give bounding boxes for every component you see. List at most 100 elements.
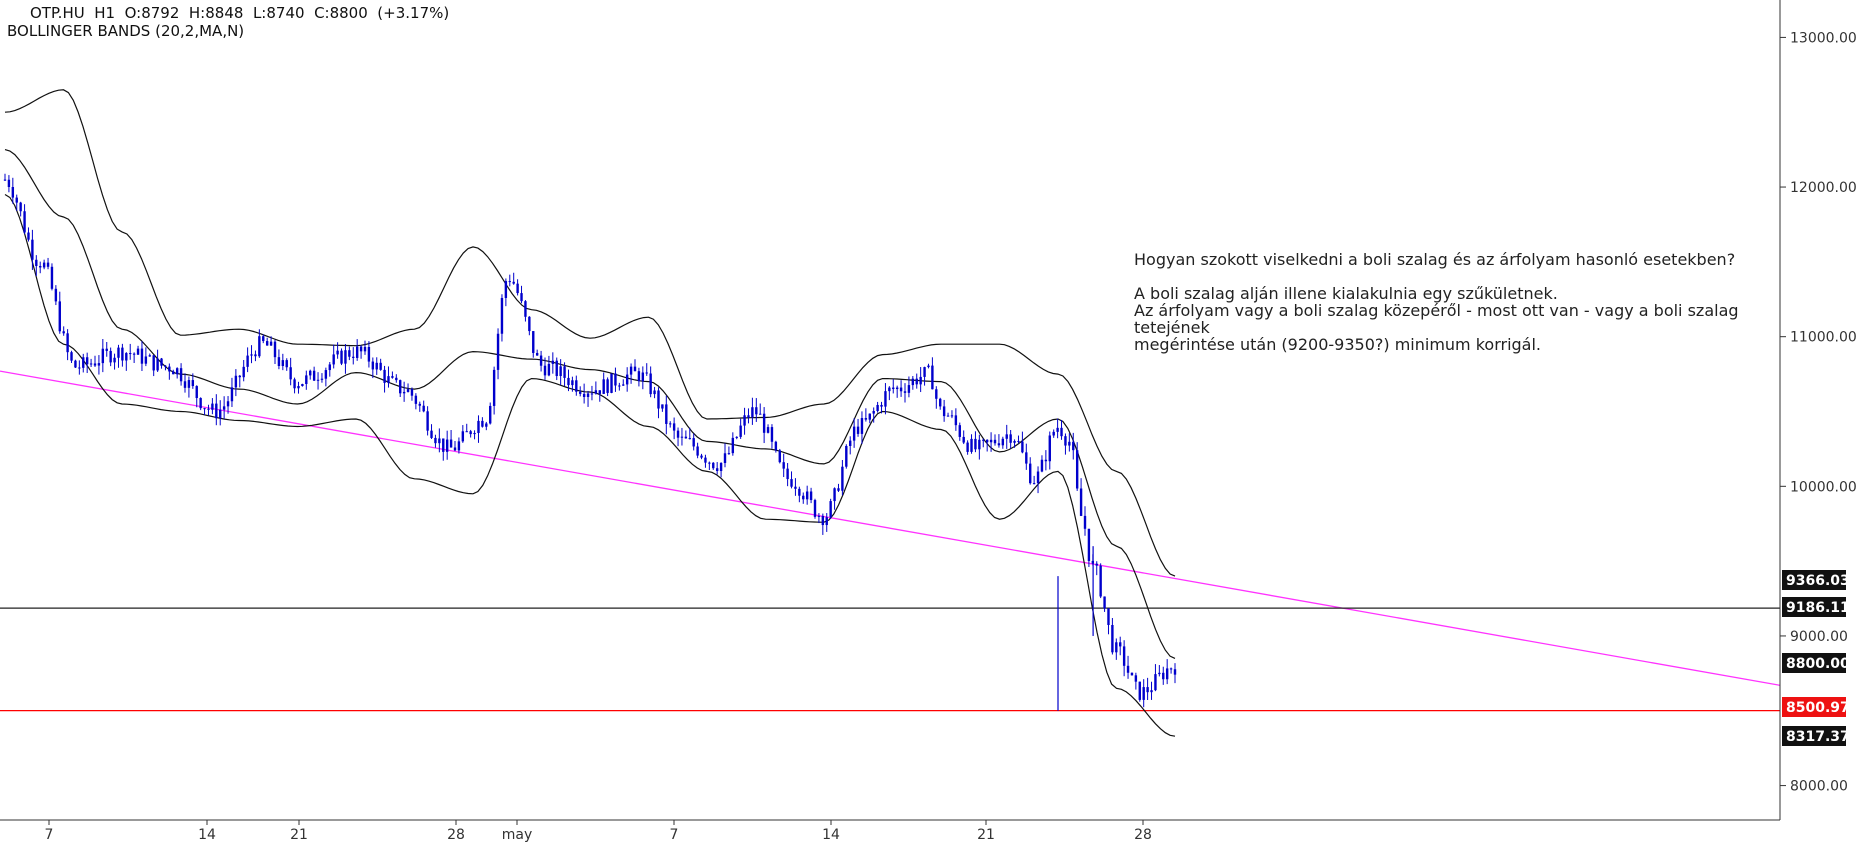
candle-body — [269, 341, 273, 346]
candle — [571, 376, 574, 392]
x-tick-label: 28 — [447, 827, 465, 843]
candle — [602, 372, 605, 395]
candle-body — [465, 431, 468, 433]
text-annotation[interactable]: Hogyan szokott viselkedni a boli szalag … — [1134, 251, 1774, 353]
candle-body — [309, 370, 312, 376]
candle-body — [117, 347, 120, 358]
candle — [195, 385, 198, 408]
candlesticks — [3, 173, 1177, 711]
candle — [939, 397, 942, 410]
candle-body — [305, 375, 308, 385]
candle — [1115, 638, 1118, 660]
candle — [348, 346, 351, 361]
candle — [888, 386, 891, 401]
candle — [1048, 431, 1051, 470]
candle-body — [1150, 690, 1153, 693]
candle — [301, 383, 304, 387]
candle — [618, 382, 621, 391]
candle-body — [692, 438, 695, 447]
candle — [1119, 636, 1122, 656]
candle-body — [1009, 434, 1012, 443]
candle — [876, 401, 879, 413]
candle-body — [684, 436, 688, 439]
candle-body — [954, 415, 958, 426]
candle-body — [183, 381, 187, 388]
candle-body — [766, 427, 770, 433]
candle-body — [880, 404, 883, 407]
candle — [297, 381, 300, 394]
candle — [492, 366, 496, 415]
candle-body — [888, 387, 891, 392]
candle — [316, 372, 320, 390]
candle — [915, 373, 918, 389]
candle-body — [970, 438, 973, 452]
candle — [305, 370, 308, 390]
candle — [993, 434, 997, 446]
candle — [352, 347, 355, 365]
candle — [997, 434, 1001, 448]
candle — [121, 343, 124, 367]
candle-body — [1029, 463, 1032, 484]
candle-body — [567, 377, 570, 386]
candle — [712, 462, 715, 470]
candle-body — [805, 491, 809, 500]
candle-body — [320, 378, 324, 380]
candle-body — [927, 365, 930, 368]
candle-body — [191, 380, 195, 387]
symbol-ohlc-line: OTP.HU H1 O:8792 H:8848 L:8740 C:8800 (+… — [30, 4, 450, 22]
candle — [833, 487, 836, 510]
candle-body — [262, 336, 265, 342]
candle-body — [238, 375, 241, 378]
candle-body — [70, 352, 73, 361]
candle — [907, 376, 911, 398]
candle — [974, 431, 977, 453]
candle-body — [1146, 687, 1149, 693]
candle — [50, 263, 54, 291]
candle-body — [1075, 450, 1079, 489]
price-badge-bg — [1782, 726, 1846, 746]
candle-body — [93, 363, 97, 366]
candle — [1079, 478, 1083, 517]
x-tick-label: 21 — [290, 827, 308, 843]
band-upper — [4, 89, 1176, 577]
candle — [524, 300, 527, 322]
candle — [66, 329, 69, 361]
candle-body — [500, 297, 504, 334]
candle-body — [418, 403, 421, 406]
candle — [778, 448, 781, 464]
candle — [179, 363, 183, 386]
candle — [35, 255, 38, 277]
candle-body — [618, 385, 621, 387]
candle-body — [622, 384, 625, 386]
candle — [15, 194, 18, 211]
candle-body — [489, 405, 492, 424]
candle-body — [649, 373, 652, 395]
candle — [672, 417, 676, 440]
trendline[interactable] — [0, 370, 1781, 686]
candle-body — [657, 390, 660, 409]
candle — [1040, 455, 1044, 473]
candle — [1169, 667, 1173, 674]
candle — [1068, 433, 1071, 452]
candle — [731, 432, 735, 456]
candle-body — [258, 336, 261, 357]
candle-body — [58, 301, 61, 332]
candle-body — [637, 371, 641, 382]
candle — [89, 358, 93, 368]
candle — [152, 355, 155, 377]
candle — [203, 407, 206, 415]
candle-body — [794, 486, 797, 489]
horizontal-levels[interactable] — [0, 607, 1780, 712]
candle-body — [402, 391, 406, 394]
candle — [688, 427, 691, 440]
x-tick-label: 14 — [198, 827, 216, 843]
candle-body — [1119, 642, 1122, 647]
candle-body — [375, 362, 378, 370]
candle-body — [1103, 596, 1106, 609]
candle — [391, 371, 394, 379]
candle-body — [1099, 565, 1102, 597]
candle-body — [923, 367, 926, 377]
candle-body — [391, 376, 394, 378]
candle-body — [676, 430, 680, 438]
